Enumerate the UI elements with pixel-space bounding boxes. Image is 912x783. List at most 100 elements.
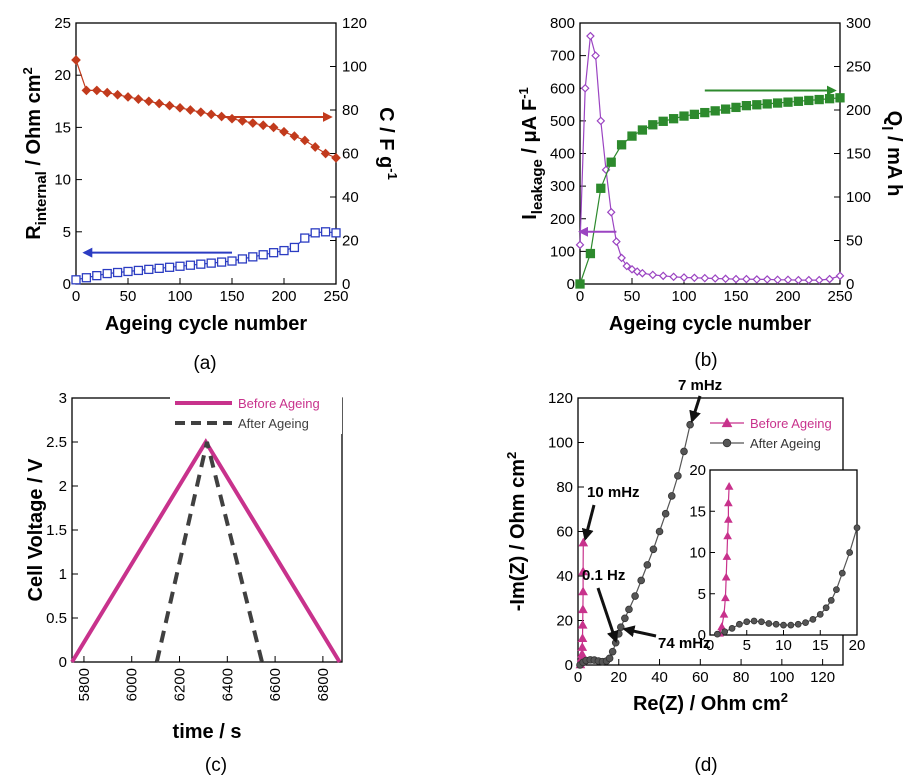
inset-after-ageing-point <box>822 604 830 612</box>
rinternal-point <box>268 248 279 258</box>
annotation-7mhz-arrow <box>689 395 702 423</box>
leakage-charge-point <box>824 94 835 104</box>
leakage-charge-point <box>616 140 627 150</box>
inset-after-ageing-point <box>816 611 824 618</box>
leakage-charge-line <box>579 97 841 285</box>
inset-after-ageing-point <box>794 620 802 628</box>
annotation-10mhz-arrow <box>581 504 596 541</box>
inset-background <box>710 470 857 635</box>
x-tick-label: 6600 <box>267 668 284 701</box>
after-ageing-point <box>649 545 658 554</box>
before-ageing-point <box>578 566 588 576</box>
y-tick-label: 10 <box>54 172 71 189</box>
leakage-current-point <box>783 275 793 285</box>
capacitance-point <box>227 113 237 124</box>
rinternal-point <box>144 264 154 275</box>
after-ageing-point <box>674 472 682 480</box>
before-ageing-point <box>577 648 587 658</box>
leakage-current-point <box>669 272 678 282</box>
rinternal-point <box>123 266 133 277</box>
y-tick-label: 60 <box>556 524 573 541</box>
y-right-tick-label: 40 <box>342 189 359 206</box>
x-tick-label: 6000 <box>124 668 141 701</box>
inset-y-tick-label: 10 <box>689 545 706 562</box>
leakage-current-point <box>835 271 845 281</box>
x-tick-label: 200 <box>775 288 800 305</box>
leakage-charge-point <box>668 114 679 124</box>
capacitance-point <box>133 94 144 104</box>
capacitance-point <box>123 92 133 102</box>
inset-after-ageing-point <box>758 618 765 626</box>
legend: Before Ageing After Ageing <box>170 390 342 434</box>
capacitance-point <box>320 148 331 159</box>
y-tick-label: 200 <box>550 211 575 228</box>
x-tick-label: 120 <box>810 669 835 686</box>
before-ageing-point <box>578 586 588 596</box>
y-tick-label: 2 <box>59 478 67 495</box>
y-right-tick-label: 100 <box>342 59 367 76</box>
inset-after-ageing-point <box>721 628 729 636</box>
capacitance-point <box>154 98 165 109</box>
capacitance-point <box>71 55 81 65</box>
leakage-current-point <box>580 83 590 93</box>
leakage-current-line <box>579 35 841 281</box>
leakage-current-point <box>622 261 632 271</box>
y-tick-label: 0 <box>63 276 71 293</box>
y-tick-label: 5 <box>63 224 71 241</box>
after-ageing-point <box>631 592 639 600</box>
inset-after-ageing-point <box>765 620 773 627</box>
x-tick-label: 100 <box>671 288 696 305</box>
y-tick-label: 0 <box>567 276 575 293</box>
x-axis-label: Re(Z) / Ohm cm2 <box>633 690 788 715</box>
y-right-tick-label: 20 <box>342 233 359 250</box>
y-tick-label: 400 <box>550 146 575 163</box>
inset-after-ageing-point <box>833 586 840 594</box>
before-ageing-point <box>577 633 588 642</box>
capacitance-point <box>279 126 289 137</box>
legend-marker-after-ageing <box>722 438 732 448</box>
y-tick-label: 700 <box>550 48 575 65</box>
leakage-charge-point <box>596 183 606 193</box>
after-ageing-point <box>625 605 633 614</box>
y-tick-label: 0.5 <box>46 610 67 627</box>
leakage-charge-point <box>679 111 689 121</box>
rinternal-point <box>320 227 331 237</box>
inset-before-ageing-point <box>724 514 733 523</box>
capacitance-point <box>102 87 113 98</box>
y-right-tick-label: 0 <box>846 276 854 293</box>
rinternal-point <box>227 256 237 266</box>
inset-after-ageing-point <box>743 618 751 626</box>
leakage-current-point <box>825 274 834 284</box>
leakage-current-point <box>679 273 689 282</box>
plot-frame <box>579 22 841 285</box>
leakage-current-point <box>710 274 720 283</box>
rinternal-point <box>196 259 206 269</box>
leakage-charge-point <box>762 99 772 109</box>
rinternal-point <box>216 257 227 267</box>
after-ageing-line <box>579 424 691 666</box>
y-tick-label: 100 <box>550 243 575 260</box>
y-axis-label: Ileakage / μA F-1 <box>516 87 546 220</box>
y-right-tick-label: 50 <box>846 233 863 250</box>
capacitance-point <box>81 85 92 96</box>
inset-after-ageing-point <box>787 621 795 629</box>
legend-label-before-ageing: Before Ageing <box>238 396 320 411</box>
x-tick-label: 20 <box>610 669 627 686</box>
leakage-charge-point <box>720 104 731 114</box>
x-tick-label: 100 <box>167 288 192 305</box>
x-tick-label: 250 <box>323 288 348 305</box>
plot-frame <box>71 397 343 663</box>
legend: Before Ageing After Ageing <box>705 410 839 456</box>
leakage-charge-point <box>627 131 637 141</box>
leakage-charge-point <box>835 93 845 103</box>
annotation-74mhz: 74 mHz <box>658 635 711 652</box>
inset-after-ageing-point <box>846 549 854 556</box>
chart-panel-c: 5800 6000 6200 6400 6600 6800 0 0.5 1 1.5 2 2.5 3 tim… <box>25 390 343 743</box>
x-axis-label: Ageing cycle number <box>609 313 811 335</box>
after-ageing-point <box>680 447 688 456</box>
legend-box <box>170 390 342 434</box>
x-tick-label: 150 <box>219 288 244 305</box>
inset-after-ageing-point <box>772 620 780 628</box>
